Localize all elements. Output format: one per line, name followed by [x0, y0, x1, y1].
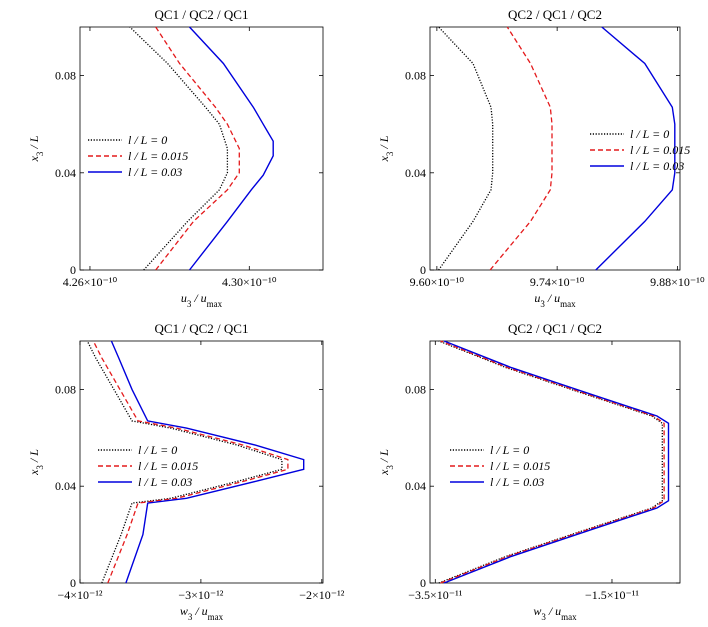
x-axis-label: w3 / umax [180, 604, 224, 622]
y-axis-label: x3 / L [377, 135, 395, 162]
series-line-1 [86, 340, 283, 584]
legend: l / L = 0 l / L = 0.015 l / L = 0.03 [98, 443, 198, 489]
legend-label: l / L = 0 [490, 443, 529, 457]
legend-label: l / L = 0 [128, 133, 167, 147]
y-tick-label: 0.04 [405, 166, 426, 180]
y-axis-label: x3 / L [27, 449, 45, 476]
legend: l / L = 0 l / L = 0.015 l / L = 0.03 [88, 133, 188, 179]
legend-label: l / L = 0.015 [138, 459, 198, 473]
legend-label: l / L = 0.015 [490, 459, 550, 473]
y-tick-label: 0.04 [405, 479, 426, 493]
chart-panel-4: QC2 / QC1 / QC2 0 0.04 0.08 −3.5×10⁻¹¹ −1.5×1… [377, 321, 681, 622]
chart-panel-3: QC1 / QC2 / QC1 0 0.04 0.08 −4×10⁻¹² −3×10⁻¹²… [27, 321, 345, 622]
y-tick-label: 0.08 [405, 382, 426, 396]
x-axis-label: u3 / umax [181, 291, 223, 309]
series-line-2 [489, 26, 553, 271]
legend-label: l / L = 0.03 [630, 159, 684, 173]
y-axis-label: x3 / L [27, 135, 45, 162]
x-tick-label: −3×10⁻¹² [178, 588, 223, 602]
plot-frame [79, 340, 324, 584]
series-line-2 [92, 340, 289, 584]
series-line-3 [595, 26, 676, 271]
chart-panel-1: QC1 / QC2 / QC1 0 0.04 0.08 4.26×10⁻¹⁰ 4.30×1… [27, 7, 324, 309]
series-line-2 [155, 26, 240, 271]
x-tick-label: −1.5×10⁻¹¹ [585, 588, 639, 602]
chart-title: QC2 / QC1 / QC2 [508, 7, 602, 22]
legend: l / L = 0 l / L = 0.015 l / L = 0.03 [590, 127, 690, 173]
x-tick-label: 4.26×10⁻¹⁰ [63, 275, 118, 289]
x-tick-label: 9.74×10⁻¹⁰ [530, 275, 585, 289]
legend-label: l / L = 0 [630, 127, 669, 141]
x-tick-label: 4.30×10⁻¹⁰ [222, 275, 277, 289]
x-tick-label: 9.60×10⁻¹⁰ [410, 275, 465, 289]
chart-panel-2: QC2 / QC1 / QC2 0 0.04 0.08 9.60×10⁻¹⁰ 9.74×1… [377, 7, 705, 309]
x-tick-label: −3.5×10⁻¹¹ [408, 588, 462, 602]
legend-label: l / L = 0.03 [128, 165, 182, 179]
series-line-2 [440, 340, 665, 584]
y-tick-label: 0 [420, 263, 426, 277]
series-line-1 [438, 340, 663, 584]
y-tick-label: 0 [70, 263, 76, 277]
y-tick-label: 0.08 [405, 69, 426, 83]
y-tick-label: 0.08 [55, 382, 76, 396]
plot-frame [429, 26, 681, 271]
legend-label: l / L = 0.015 [630, 143, 690, 157]
legend-label: l / L = 0.015 [128, 149, 188, 163]
y-tick-label: 0.04 [55, 166, 76, 180]
plot-frame [429, 340, 681, 584]
y-axis-label: x3 / L [377, 449, 395, 476]
series-line-3 [110, 340, 305, 584]
series-line-3 [443, 340, 670, 584]
x-axis-label: w3 / umax [533, 604, 577, 622]
series-line-3 [188, 26, 274, 271]
x-tick-label: 9.88×10⁻¹⁰ [650, 275, 705, 289]
y-tick-label: 0 [420, 576, 426, 590]
x-axis-label: u3 / umax [534, 291, 576, 309]
y-tick-label: 0.08 [55, 69, 76, 83]
plot-frame [79, 26, 324, 271]
y-tick-label: 0.04 [55, 479, 76, 493]
series-line-1 [438, 26, 494, 271]
x-tick-label: −4×10⁻¹² [57, 588, 102, 602]
chart-title: QC1 / QC2 / QC1 [155, 7, 249, 22]
y-tick-label: 0 [70, 576, 76, 590]
x-tick-label: −2×10⁻¹² [299, 588, 344, 602]
legend-label: l / L = 0.03 [490, 475, 544, 489]
chart-title: QC2 / QC1 / QC2 [508, 321, 602, 336]
legend-label: l / L = 0 [138, 443, 177, 457]
legend: l / L = 0 l / L = 0.015 l / L = 0.03 [450, 443, 550, 489]
legend-label: l / L = 0.03 [138, 475, 192, 489]
chart-title: QC1 / QC2 / QC1 [155, 321, 249, 336]
